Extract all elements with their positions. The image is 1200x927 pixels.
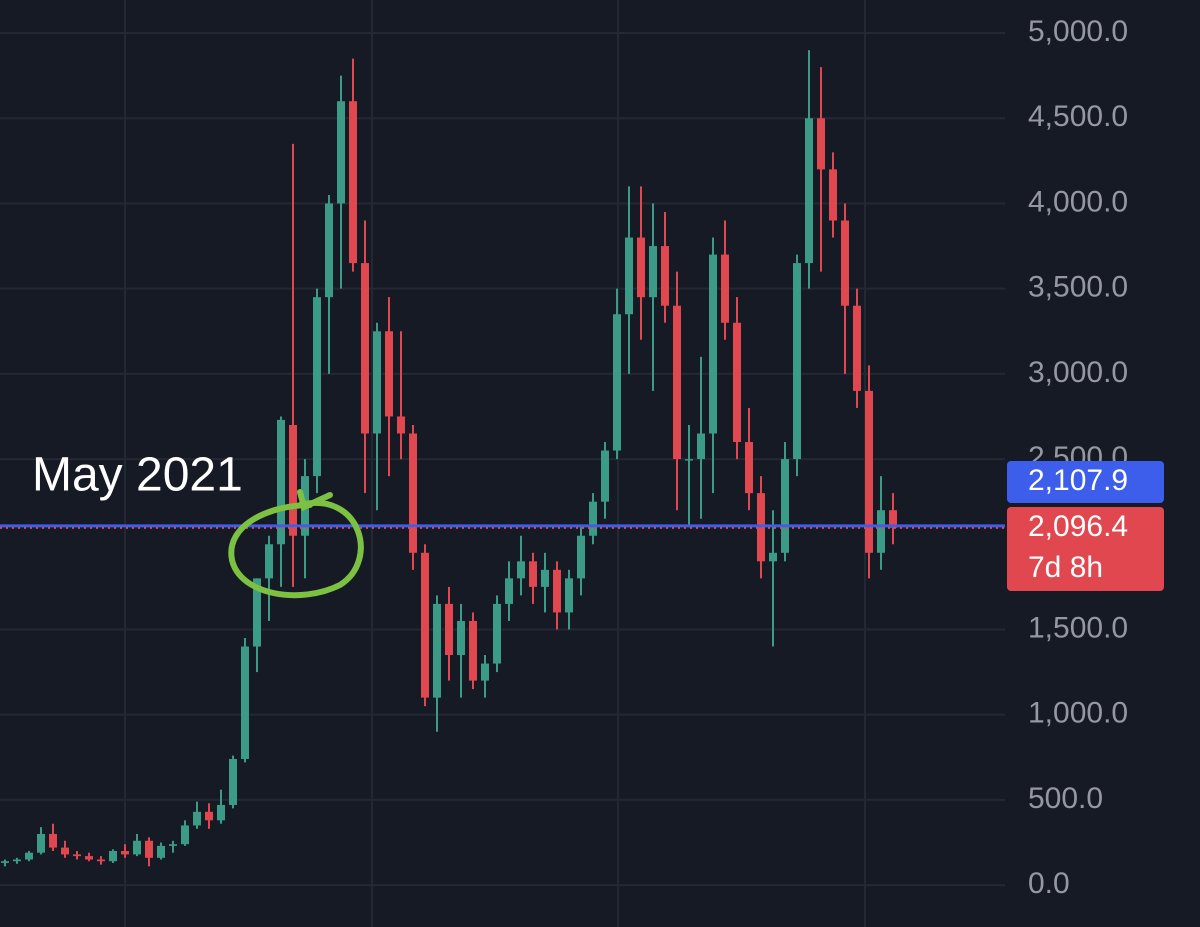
candle-body <box>421 552 429 698</box>
candle-body <box>649 246 657 298</box>
candle-body <box>745 442 753 494</box>
candle-body <box>217 804 225 821</box>
candle-body <box>685 459 693 461</box>
candle-body <box>97 859 105 862</box>
y-tick-label: 1,000.0 <box>1028 697 1128 730</box>
candle-body <box>853 305 861 391</box>
candle-body <box>793 263 801 460</box>
candle-body <box>865 390 873 553</box>
candle-body <box>673 305 681 460</box>
candle-body <box>637 237 645 298</box>
y-tick-label: 5,000.0 <box>1028 15 1128 48</box>
candle-body <box>409 433 417 553</box>
countdown-label: 7d 8h <box>1028 551 1103 584</box>
candle-body <box>229 758 237 805</box>
candle-body <box>349 101 357 264</box>
candle-body <box>325 203 333 298</box>
price-label-box <box>1007 461 1164 503</box>
candle-body <box>781 459 789 553</box>
candle-body <box>289 424 297 536</box>
candle-body <box>469 620 477 681</box>
candle-body <box>553 569 561 613</box>
candle-body <box>1 861 9 863</box>
candle-body <box>277 419 285 545</box>
candle-body <box>733 322 741 443</box>
candle-body <box>25 852 33 860</box>
grid <box>0 32 1005 887</box>
candle-body <box>805 118 813 264</box>
hand-drawn-circle <box>228 489 364 599</box>
y-tick-label: 1,500.0 <box>1028 611 1128 644</box>
candle-body <box>517 561 525 579</box>
candle-body <box>73 854 81 857</box>
candle-body <box>769 552 777 562</box>
candle-body <box>49 833 57 848</box>
candle-body <box>109 850 117 862</box>
candle-body <box>133 840 141 855</box>
candles <box>1 50 897 867</box>
candle-body <box>385 331 393 417</box>
candle-body <box>493 603 501 664</box>
candle-body <box>169 844 177 846</box>
candle-body <box>697 433 705 460</box>
candle-body <box>601 450 609 502</box>
candle-body <box>13 859 21 862</box>
candle-body <box>877 510 885 553</box>
candle-body <box>205 811 213 821</box>
candle-body <box>529 561 537 587</box>
candle-body <box>481 663 489 681</box>
price-label-box <box>1007 507 1164 591</box>
candle-body <box>589 501 597 536</box>
overlay: 0.0500.01,000.01,500.02,500.03,000.03,50… <box>0 15 1164 900</box>
candle-body <box>577 535 585 579</box>
y-tick-label: 4,000.0 <box>1028 185 1128 218</box>
candle-body <box>625 237 633 315</box>
y-tick-label: 500.0 <box>1028 782 1103 815</box>
candle-body <box>721 254 729 323</box>
candle-body <box>121 850 129 855</box>
candle-body <box>457 620 465 656</box>
candle-body <box>37 833 45 853</box>
candle-body <box>241 646 249 759</box>
candle-body <box>889 510 897 528</box>
candle-body <box>661 246 669 306</box>
candle-body <box>157 845 165 858</box>
y-tick-label: 0.0 <box>1028 867 1070 900</box>
price-label: 2,107.9 <box>1028 464 1128 497</box>
candle-body <box>361 263 369 434</box>
candle-body <box>61 847 69 855</box>
candle-body <box>145 840 153 858</box>
candle-body <box>841 220 849 306</box>
candle-body <box>445 603 453 656</box>
candle-body <box>85 856 93 860</box>
y-tick-label: 3,000.0 <box>1028 356 1128 389</box>
candle-body <box>829 169 837 221</box>
candle-body <box>337 101 345 204</box>
candle-body <box>373 331 381 434</box>
candle-body <box>613 314 621 451</box>
candle-body <box>313 297 321 477</box>
candle-body <box>817 118 825 170</box>
price-label: 2,096.4 <box>1028 510 1128 543</box>
candle-body <box>397 416 405 434</box>
y-tick-label: 4,500.0 <box>1028 100 1128 133</box>
candle-body <box>709 254 717 434</box>
candle-body <box>265 544 273 579</box>
candle-body <box>181 825 189 845</box>
annotation: May 2021 <box>32 449 243 502</box>
candle-body <box>505 578 513 604</box>
candle-body <box>565 578 573 613</box>
candle-body <box>433 603 441 698</box>
candle-body <box>193 811 201 826</box>
candle-body <box>541 569 549 587</box>
candle-body <box>253 578 261 647</box>
y-tick-label: 3,500.0 <box>1028 271 1128 304</box>
